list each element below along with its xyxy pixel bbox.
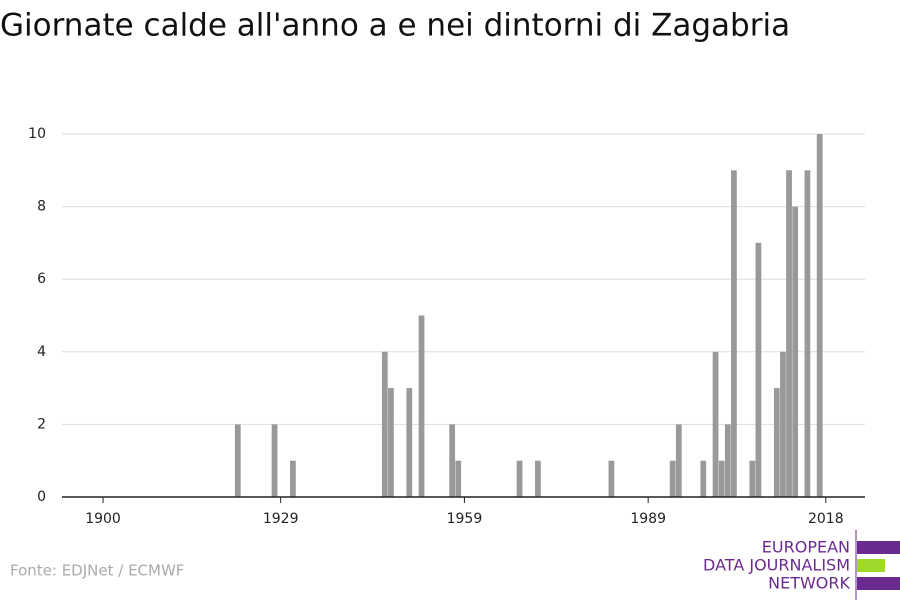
bar [792,206,799,497]
bar [516,460,523,497]
y-tick-label: 8 [37,199,46,215]
x-tick-label: 1900 [85,511,121,527]
bar [773,388,780,497]
bar [449,424,456,497]
y-tick-label: 0 [37,489,46,505]
logo-bar [857,559,885,572]
bar [804,170,811,498]
y-tick-label: 6 [37,271,46,287]
y-tick-label: 10 [28,126,46,142]
bar [724,424,731,497]
bar [535,460,541,497]
bar [749,460,756,497]
logo-text: NETWORK [768,574,850,593]
bar [731,170,737,498]
bar [406,388,413,497]
y-tick-label: 4 [37,344,46,360]
x-tick-label: 1989 [630,511,666,527]
x-tick-label: 1929 [263,511,299,527]
bar [780,351,786,497]
logo-text: EUROPEAN [762,538,850,557]
source: Fonte: EDJNet / ECMWF [10,562,184,580]
bar [418,315,425,497]
logo-bar [857,541,900,554]
x-tick-label: 2018 [808,511,844,527]
logo-bar [857,577,900,590]
bar [718,460,725,497]
bar [816,134,823,497]
x-tick-label: 1959 [447,511,483,527]
bar [234,424,241,497]
bar [786,170,792,498]
bar [381,351,388,497]
bar [675,424,682,497]
bar [455,460,462,497]
bar [388,388,394,497]
bar [271,424,278,497]
bar [608,460,615,497]
bar [290,460,296,497]
chart-title: Giornate calde all'anno a e nei dintorni… [0,8,790,44]
bar [700,460,707,497]
bar [755,242,762,497]
bar [669,460,676,497]
y-tick-label: 2 [37,416,46,432]
logo-text: DATA JOURNALISM [703,556,850,575]
bar [712,351,719,497]
